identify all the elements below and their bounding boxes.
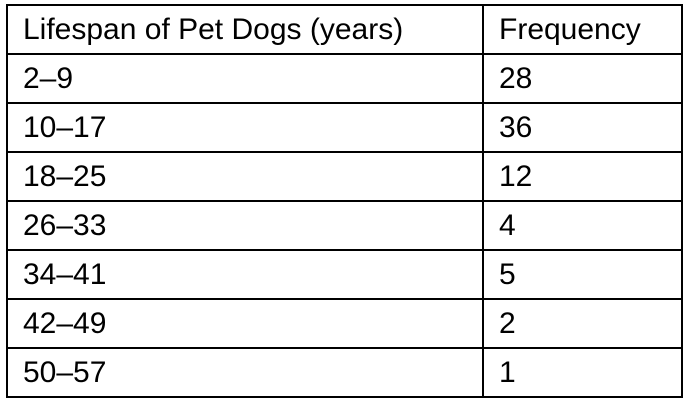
table-header-row: Lifespan of Pet Dogs (years) Frequency	[6, 4, 683, 55]
frequency-cell: 36	[482, 102, 683, 153]
lifespan-cell: 10–17	[6, 102, 484, 153]
lifespan-cell: 50–57	[6, 347, 484, 398]
frequency-cell: 12	[482, 151, 683, 202]
frequency-cell: 4	[482, 200, 683, 251]
lifespan-cell: 26–33	[6, 200, 484, 251]
lifespan-cell: 18–25	[6, 151, 484, 202]
frequency-column-header: Frequency	[482, 4, 683, 55]
lifespan-cell: 2–9	[6, 53, 484, 104]
table-row: 50–57 1	[6, 347, 683, 398]
table-row: 18–25 12	[6, 151, 683, 202]
lifespan-cell: 42–49	[6, 298, 484, 349]
frequency-cell: 2	[482, 298, 683, 349]
table-row: 42–49 2	[6, 298, 683, 349]
frequency-cell: 5	[482, 249, 683, 300]
lifespan-cell: 34–41	[6, 249, 484, 300]
table-row: 26–33 4	[6, 200, 683, 251]
table-row: 34–41 5	[6, 249, 683, 300]
frequency-table: Lifespan of Pet Dogs (years) Frequency 2…	[6, 4, 683, 398]
lifespan-column-header: Lifespan of Pet Dogs (years)	[6, 4, 484, 55]
table-row: 2–9 28	[6, 53, 683, 104]
frequency-cell: 28	[482, 53, 683, 104]
frequency-cell: 1	[482, 347, 683, 398]
table-row: 10–17 36	[6, 102, 683, 153]
